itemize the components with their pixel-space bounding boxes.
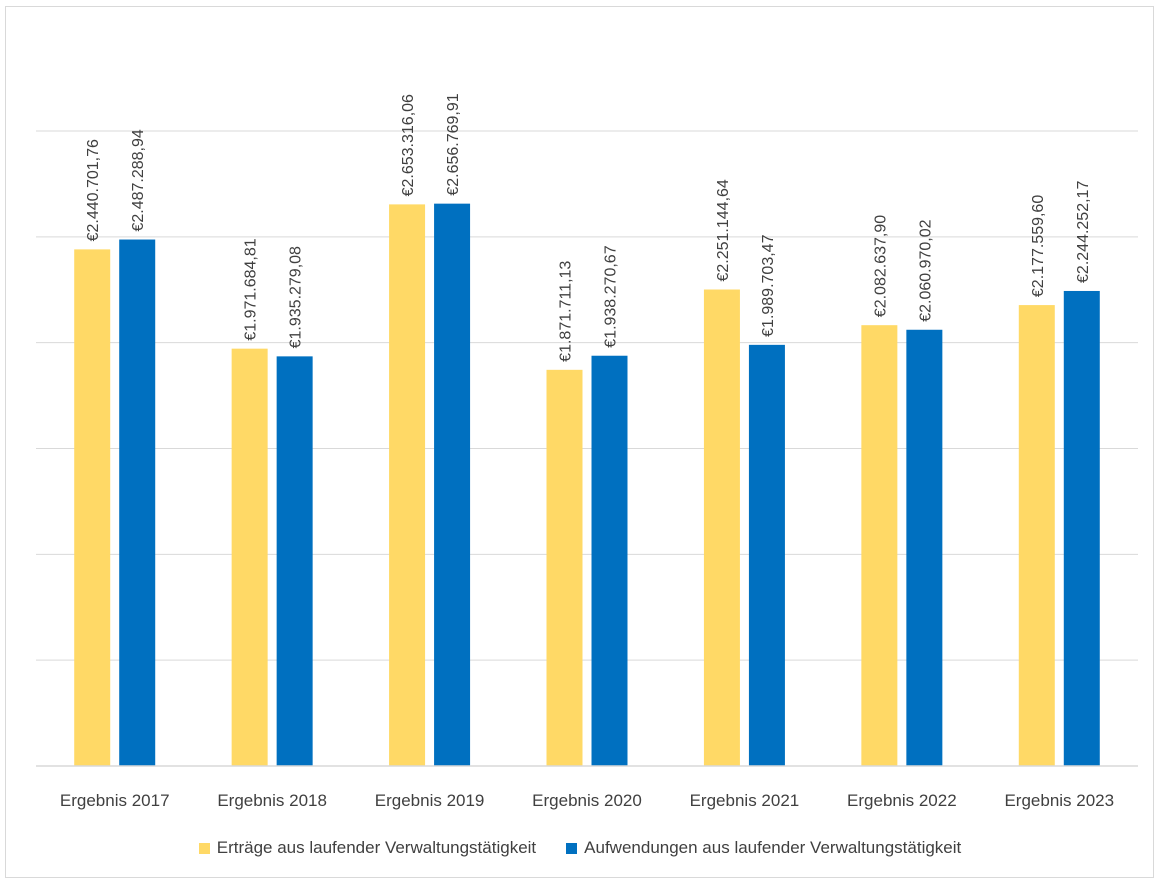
legend-swatch-aufwendungen	[566, 842, 578, 854]
data-label: €2.060.970,02	[917, 219, 934, 321]
legend-label-aufwendungen: Aufwendungen aus laufender Verwaltungstä…	[584, 838, 962, 857]
data-label: €1.989.703,47	[760, 234, 777, 336]
data-label: €2.251.144,64	[715, 179, 732, 281]
bar-aufwendungen	[119, 239, 156, 767]
x-tick-label: Ergebnis 2021	[690, 791, 800, 810]
bar-ertraege	[861, 325, 898, 766]
data-label: €1.971.684,81	[243, 238, 260, 340]
bar-aufwendungen	[591, 355, 628, 766]
bar-aufwendungen	[906, 329, 943, 766]
gridlines	[36, 130, 1138, 661]
data-label: €2.082.637,90	[872, 215, 889, 317]
x-tick-label: Ergebnis 2018	[217, 791, 327, 810]
x-tick-label: Ergebnis 2020	[532, 791, 642, 810]
bar-chart: €2.440.701,76 €2.487.288,94 €1.971.684,81 €…	[36, 93, 1138, 810]
data-label: €1.871.711,13	[558, 261, 575, 362]
legend-label-ertraege: Erträge aus laufender Verwaltungstätigke…	[216, 838, 537, 857]
data-labels: €2.440.701,76 €2.487.288,94 €1.971.684,81 €…	[85, 93, 1092, 362]
bar-ertraege	[546, 369, 583, 766]
data-label: €2.244.252,17	[1075, 181, 1092, 283]
legend-item-ertraege: Erträge aus laufender Verwaltungstätigke…	[198, 838, 537, 858]
legend: Erträge aus laufender Verwaltungstätigke…	[0, 838, 1160, 858]
x-tick-label: Ergebnis 2022	[847, 791, 957, 810]
bar-ertraege	[74, 249, 111, 767]
bar-ertraege	[389, 204, 426, 766]
x-axis-tick-labels: Ergebnis 2017 Ergebnis 2018 Ergebnis 2019 E…	[60, 791, 1114, 810]
data-label: €2.440.701,76	[85, 139, 102, 241]
data-label: €2.653.316,06	[400, 94, 417, 196]
bars	[74, 203, 1100, 767]
x-tick-label: Ergebnis 2023	[1004, 791, 1114, 810]
bar-ertraege	[231, 348, 268, 766]
bar-aufwendungen	[276, 356, 313, 766]
x-tick-label: Ergebnis 2019	[375, 791, 485, 810]
bar-aufwendungen	[748, 344, 785, 766]
x-tick-label: Ergebnis 2017	[60, 791, 170, 810]
bar-aufwendungen	[1063, 290, 1100, 766]
bar-ertraege	[703, 289, 740, 766]
data-label: €1.935.279,08	[288, 246, 305, 348]
data-label: €1.938.270,67	[603, 245, 620, 347]
data-label: €2.656.769,91	[445, 93, 462, 195]
bar-aufwendungen	[434, 203, 471, 766]
bar-ertraege	[1018, 305, 1055, 766]
legend-item-aufwendungen: Aufwendungen aus laufender Verwaltungstä…	[566, 838, 961, 858]
data-label: €2.487.288,94	[130, 129, 147, 231]
legend-swatch-ertraege	[198, 842, 210, 854]
data-label: €2.177.559,60	[1030, 195, 1047, 297]
